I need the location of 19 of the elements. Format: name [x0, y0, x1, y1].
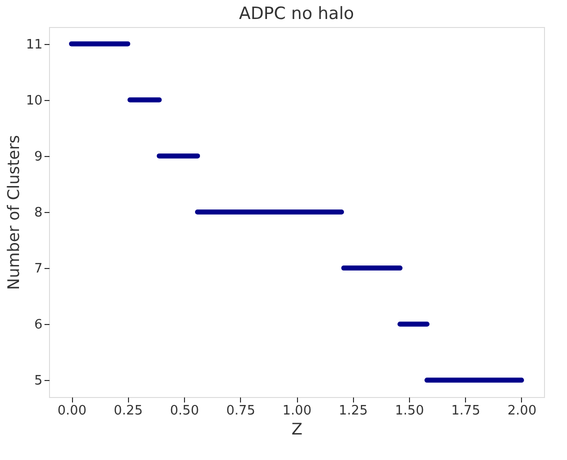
y-tick-label: 10	[26, 93, 42, 108]
y-tick-label: 6	[34, 318, 42, 333]
x-tick-label: 1.00	[282, 404, 312, 418]
x-tick-label: 0.50	[170, 404, 199, 418]
x-tick-label: 0.00	[58, 404, 86, 418]
y-tick-label: 8	[34, 206, 42, 220]
x-axis-title: Z	[292, 420, 303, 438]
x-tick-label: 1.75	[451, 404, 480, 418]
x-tick-label: 2.00	[508, 404, 536, 418]
y-axis-title: Number of Clusters	[4, 135, 23, 290]
y-tick-label: 9	[34, 149, 42, 164]
x-tick-label: 0.75	[226, 404, 256, 418]
chart-title: ADPC no halo	[238, 4, 354, 24]
x-tick-label: 1.50	[395, 404, 424, 418]
x-tick-label: 1.25	[338, 404, 368, 418]
x-tick-label: 0.25	[114, 404, 143, 418]
y-tick-label: 11	[26, 37, 42, 52]
y-tick-label: 5	[34, 374, 42, 389]
y-tick-label: 7	[34, 262, 42, 277]
